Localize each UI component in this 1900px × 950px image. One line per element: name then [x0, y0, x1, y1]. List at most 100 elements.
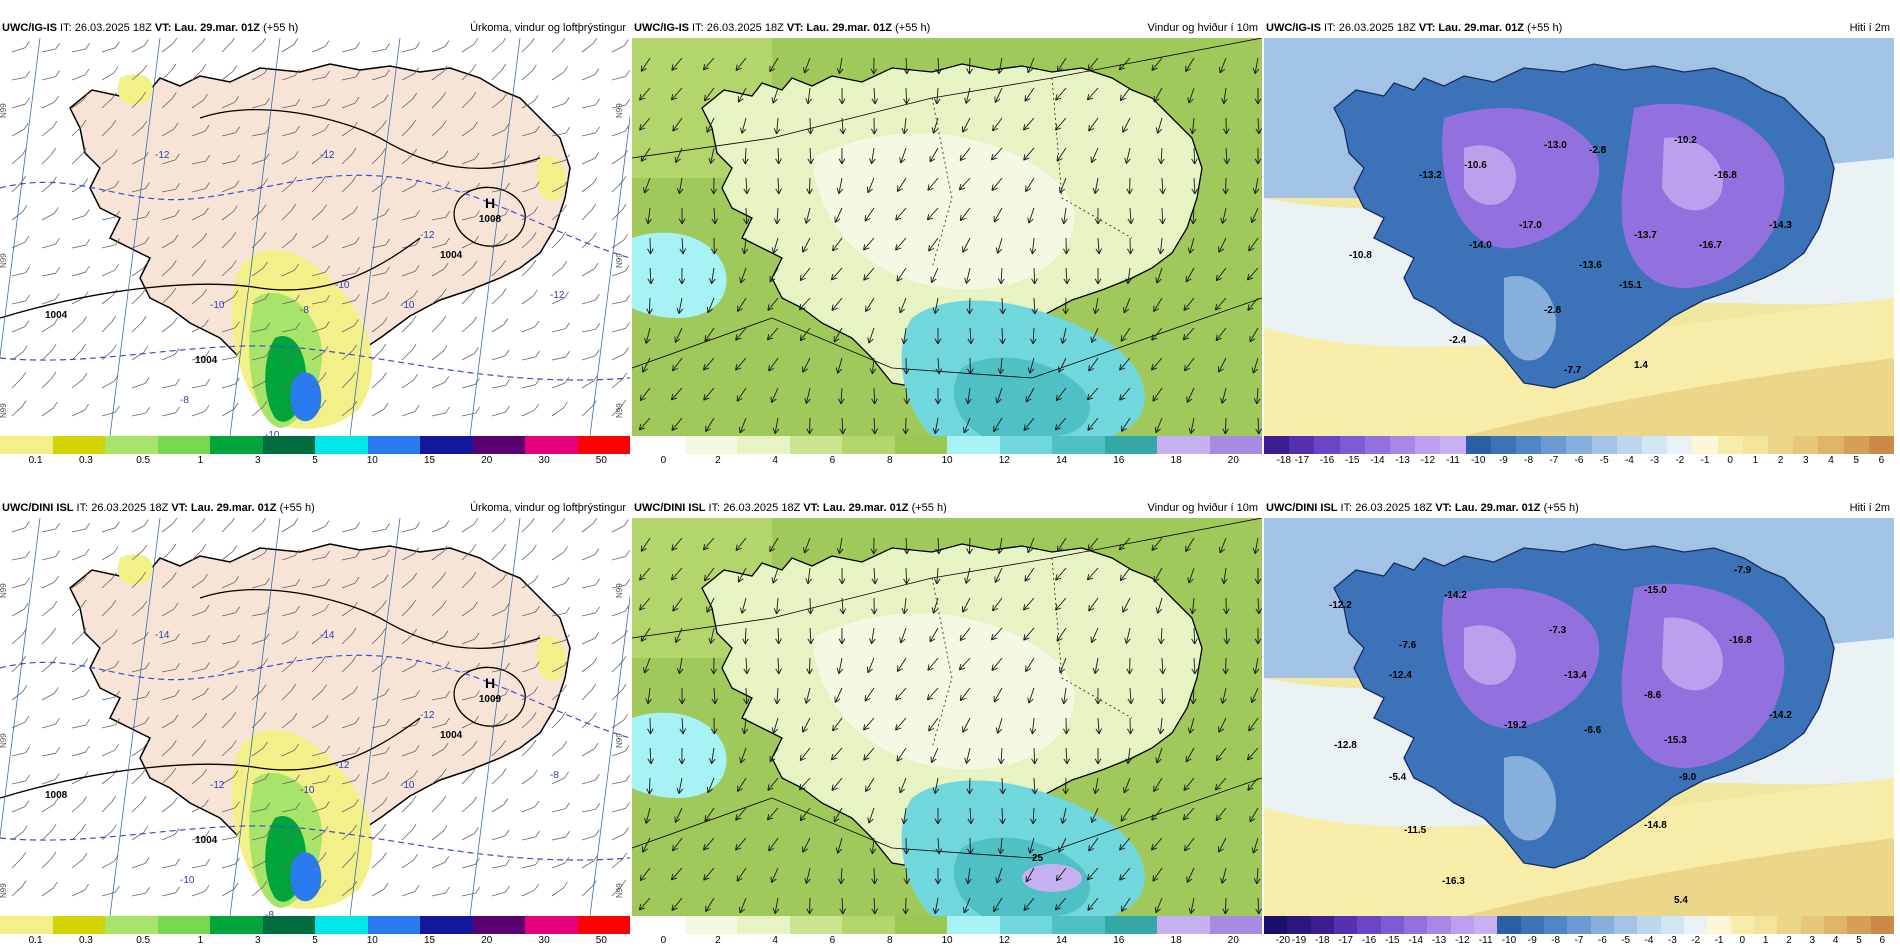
colorbar-tick-label: 5: [1853, 455, 1859, 466]
colorbar-tick-label: 6: [829, 935, 836, 946]
panel-precip-dini: UWC/DINI ISL IT: 26.03.2025 18Z VT: Lau.…: [0, 498, 630, 948]
temp-area: [1464, 625, 1516, 685]
valid-time: Lau. 29.mar. 01Z: [822, 502, 909, 514]
panel-header: UWC/DINI ISL IT: 26.03.2025 18Z VT: Lau.…: [0, 498, 630, 518]
panel-header: UWC/IG-IS IT: 26.03.2025 18Z VT: Lau. 29…: [1264, 18, 1894, 38]
temp-contour-label: -8: [550, 770, 559, 781]
temperature-value: -14.2: [1444, 590, 1467, 601]
valid-time: Lau. 29.mar. 01Z: [190, 502, 277, 514]
wind-area: [812, 613, 1075, 770]
precip-area: [117, 554, 153, 586]
latitude-label: N99: [0, 883, 8, 898]
colorbar-tick-label: 14: [1055, 935, 1068, 946]
colorbar-tick-label: -4: [1644, 935, 1654, 946]
model-name: UWC/DINI ISL: [2, 502, 74, 514]
colorbar-tick-label: -8: [1524, 455, 1534, 466]
map-precip: H 1008 1004 1004 1004 -12 -12 -12 -10 -10 -8 -8 -10 -…: [0, 38, 630, 436]
temp-area: [1464, 145, 1516, 205]
meridian: [0, 38, 41, 360]
colorbar-tick-label: -5: [1621, 935, 1631, 946]
wind-colorbar: 0 2 4 6 8 10 12 14 16 18 20: [632, 916, 1262, 948]
colorbar-tick-label: -10: [1501, 935, 1517, 946]
colorbar-tick-label: 2: [715, 455, 721, 466]
isobar: [0, 717, 421, 799]
meridian: [109, 38, 161, 436]
colorbar-tick-label: 2: [1777, 455, 1784, 466]
colorbar-tick-label: 12: [998, 455, 1010, 466]
colorbar-tick-label: -11: [1478, 935, 1493, 946]
temp-contour-label: -12: [155, 150, 170, 161]
colorbar-tick-label: 50: [595, 455, 607, 466]
colorbar-tick-label: -1: [1714, 935, 1724, 946]
colorbar-tick-label: 0.1: [28, 935, 43, 946]
high-pressure-letter: H: [485, 195, 495, 211]
valid-time-label: VT:: [1435, 502, 1455, 514]
temp-contour-label: -12: [550, 290, 565, 301]
colorbar-tick-label: 10: [941, 935, 953, 946]
colorbar-tick-label: 8: [886, 935, 893, 946]
temperature-value: -14.3: [1769, 220, 1792, 231]
temperature-value: -13.7: [1634, 230, 1657, 241]
temp-colorbar: -20 -19 -18 -17 -16 -15 -14 -13 -12 -11 -10 -9 -8 -7-…: [1264, 916, 1894, 948]
wind-barbs: [11, 518, 630, 897]
colorbar-tick-label: 1: [197, 455, 204, 466]
colorbar-tick-label: -7: [1574, 935, 1584, 946]
temperature-value: -10.2: [1674, 135, 1697, 146]
colorbar-tick-label: 30: [538, 455, 550, 466]
init-time: IT: 26.03.2025 18Z: [1337, 502, 1436, 514]
lead-time: (+55 h): [276, 502, 315, 514]
valid-time-label: VT:: [1418, 22, 1439, 34]
colorbar-tick-label: 0.3: [78, 935, 93, 946]
panel-header: UWC/IG-IS IT: 26.03.2025 18Z VT: Lau. 29…: [0, 18, 630, 38]
colorbar-tick-label: 16: [1113, 455, 1125, 466]
latitude-label: N99: [0, 103, 8, 118]
valid-time: Lau. 29.mar. 01Z: [1438, 22, 1525, 34]
isobar-label: 1004: [45, 310, 68, 321]
temp-contour: [0, 825, 630, 861]
meridian: [349, 38, 401, 436]
init-time: IT: 26.03.2025 18Z: [73, 502, 172, 514]
run-info: UWC/IG-IS IT: 26.03.2025 18Z VT: Lau. 29…: [2, 18, 298, 38]
colorbar-tick-label: 15: [423, 455, 436, 466]
colorbar-tick-label: -15: [1385, 935, 1400, 946]
colorbar-tick-label: 8: [886, 455, 893, 466]
meridian: [0, 518, 41, 840]
high-pressure-letter: H: [485, 675, 495, 691]
init-time: IT: 26.03.2025 18Z: [689, 22, 787, 34]
panel-wind-dini: UWC/DINI ISL IT: 26.03.2025 18Z VT: Lau.…: [632, 498, 1262, 948]
panel-title: Hiti í 2m: [1849, 502, 1890, 514]
temp-area: [1662, 617, 1723, 691]
temp-contour: [0, 345, 630, 381]
boundary-line: [632, 777, 1262, 859]
isobar-label: 1008: [45, 790, 68, 801]
isobar: [199, 589, 541, 650]
colorbar-tick-label: 6: [1879, 935, 1886, 946]
valid-time-label: VT:: [786, 22, 807, 34]
temp-area: [1464, 358, 1894, 436]
panel-title: Úrkoma, vindur og loftþrýstingur: [470, 22, 626, 34]
temp-contour-label: -10: [400, 300, 415, 311]
lead-time: (+55 h): [1524, 22, 1563, 34]
temperature-value: -14.2: [1769, 710, 1792, 721]
precip-area: [117, 74, 153, 106]
temp-contour-label: -12: [320, 150, 335, 161]
map-precip: H 1009 1008 1004 1004 -14 -14 -12 -12 -12 -10 -10 -8…: [0, 518, 630, 916]
temp-contour-label: -8: [180, 395, 189, 406]
latitude-label: N99: [0, 733, 8, 748]
wind-area: [812, 133, 1075, 290]
colorbar-tick-label: 0.1: [28, 455, 43, 466]
colorbar-tick-label: -18: [1276, 455, 1292, 466]
colorbar-tick-label: -5: [1599, 455, 1609, 466]
panel-title: Hiti í 2m: [1849, 22, 1890, 34]
temperature-value: -8.6: [1644, 690, 1662, 701]
temperature-value: -15.1: [1619, 280, 1642, 291]
latitude-label: N99: [615, 253, 624, 268]
run-info: UWC/DINI ISL IT: 26.03.2025 18Z VT: Lau.…: [2, 498, 315, 518]
isobar: [453, 666, 526, 727]
temperature-value: -15.0: [1644, 585, 1667, 596]
latitude-label: N99: [615, 883, 624, 898]
lead-time: (+55 h): [1540, 502, 1579, 514]
colorbar-tick-label: 0: [660, 455, 667, 466]
temperature-value: 5.4: [1674, 895, 1688, 906]
latitude-label: N99: [0, 403, 8, 418]
